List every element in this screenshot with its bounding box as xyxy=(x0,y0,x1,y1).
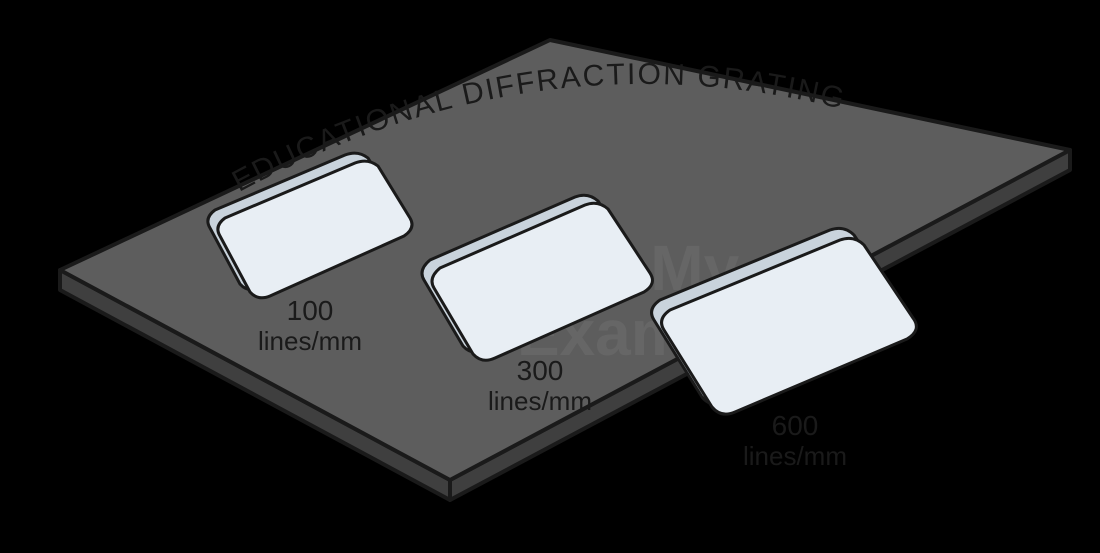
grating-value: 600 xyxy=(772,410,819,441)
grating-unit: lines/mm xyxy=(488,386,592,416)
grating-unit: lines/mm xyxy=(743,441,847,471)
grating-value: 300 xyxy=(517,355,564,386)
grating-unit: lines/mm xyxy=(258,326,362,356)
grating-value: 100 xyxy=(287,295,334,326)
diffraction-grating-diagram: SaveMy Exams EDUCATIONAL DIFFRACTION GRA… xyxy=(0,0,1100,553)
